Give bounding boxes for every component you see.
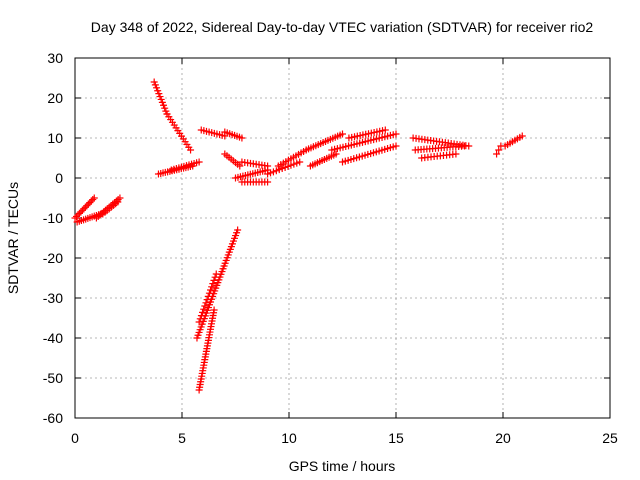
data-point [200,305,208,313]
x-tick-label: 25 [602,430,618,446]
data-point [264,162,272,170]
y-tick-label: -30 [43,290,63,306]
data-point [392,142,400,150]
data-point [207,286,215,294]
data-point [518,132,526,140]
y-tick-label: -10 [43,210,63,226]
data-point [212,270,220,278]
data-points [71,78,526,394]
x-tick-labels: 0 5 10 15 20 25 [71,430,618,446]
data-point [460,142,468,150]
data-point [296,158,304,166]
data-point [201,302,209,310]
data-point [452,150,460,158]
y-tick-label: -50 [43,370,63,386]
y-tick-label: -60 [43,410,63,426]
data-point [196,315,204,323]
data-point [199,308,207,316]
data-point [202,299,210,307]
y-tick-label: 30 [47,50,63,66]
y-tick-label: -20 [43,250,63,266]
y-tick-label: -40 [43,330,63,346]
data-point [493,150,501,158]
data-point [84,200,92,208]
data-point [83,202,91,210]
data-point [195,158,203,166]
data-point [264,178,272,186]
data-point [89,196,97,204]
data-point [203,296,211,304]
data-point [87,197,95,205]
data-point [197,312,205,320]
data-point [392,130,400,138]
data-point [187,146,195,154]
data-point [210,276,218,284]
x-tick-label: 5 [178,430,186,446]
x-tick-label: 0 [71,430,79,446]
data-point [339,130,346,138]
y-axis-title: SDTVAR / TECUs [5,182,21,294]
chart-title: Day 348 of 2022, Sidereal Day-to-day VTE… [91,19,594,35]
plot-frame [74,57,611,419]
data-point [77,208,85,216]
grid [75,58,610,418]
data-point [75,209,83,217]
data-point [209,280,217,288]
data-point [211,273,219,281]
x-tick-label: 20 [495,430,511,446]
y-tick-label: 20 [47,90,63,106]
data-point [208,283,216,291]
data-point [495,146,503,154]
data-point [236,162,244,170]
data-point [234,226,242,234]
data-point [332,150,340,158]
data-point [116,194,124,202]
data-point [86,199,94,207]
data-point [71,214,79,222]
x-axis-title: GPS time / hours [289,458,396,474]
data-point [81,203,89,211]
x-tick-label: 10 [281,430,297,446]
y-tick-labels: -60 -50 -40 -30 -20 -10 0 10 20 30 [43,50,63,426]
data-point [210,306,218,314]
data-point [80,205,88,213]
y-tick-label: 0 [55,170,63,186]
data-point [204,292,212,300]
data-point [195,318,203,326]
data-point [90,194,98,202]
data-point [381,126,389,134]
y-tick-label: 10 [47,130,63,146]
axis-ticks [74,57,611,419]
x-tick-label: 15 [388,430,404,446]
data-point [74,211,82,219]
data-point [78,206,86,214]
data-point [238,134,246,142]
data-point [205,289,213,297]
data-point [72,212,80,220]
data-point [114,198,122,206]
